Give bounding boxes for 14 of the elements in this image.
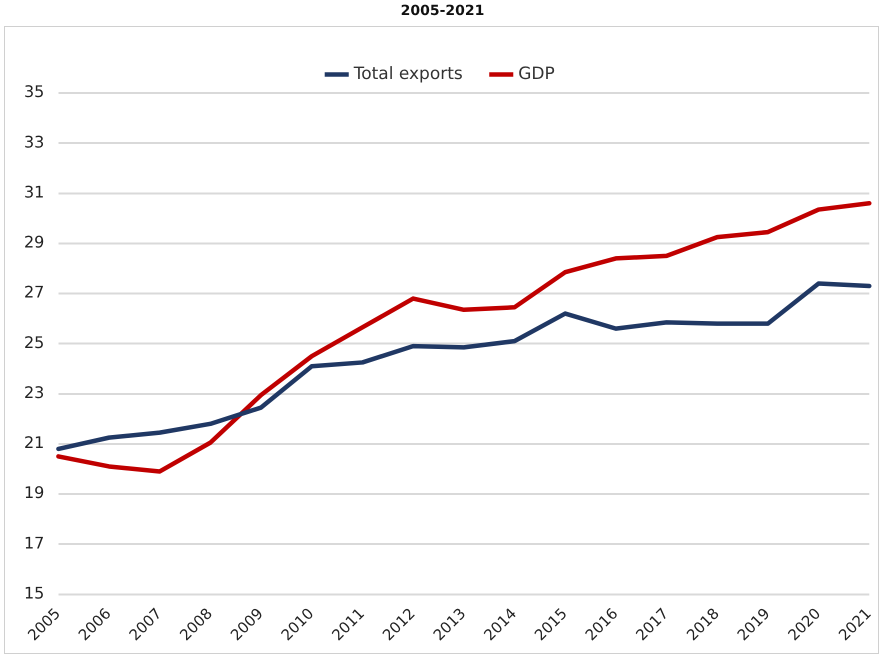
y-tick-label: 23 <box>24 382 44 402</box>
y-tick-label: 21 <box>24 433 44 452</box>
y-tick-label: 31 <box>24 182 44 202</box>
legend-label: Total exports <box>352 64 463 84</box>
y-tick-label: 27 <box>24 282 44 302</box>
y-tick-label: 19 <box>24 483 44 502</box>
y-tick-label: 29 <box>24 232 44 252</box>
legend-label: GDP <box>518 64 555 84</box>
y-tick-label: 15 <box>24 583 44 602</box>
y-tick-label: 25 <box>24 332 44 352</box>
y-tick-label: 35 <box>24 82 44 102</box>
chart-title: 2005-2021 <box>400 2 486 20</box>
y-tick-label: 33 <box>24 132 44 152</box>
y-tick-label: 17 <box>24 533 44 552</box>
